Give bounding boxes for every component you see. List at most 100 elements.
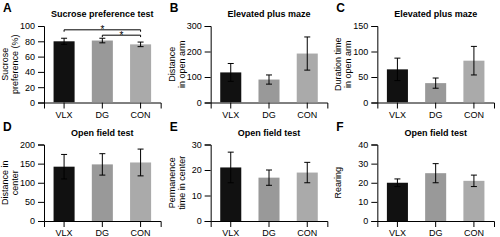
tick-mark — [38, 183, 44, 184]
tick-mark — [205, 26, 211, 27]
panel-label: C — [336, 1, 345, 15]
tick-mark — [230, 103, 231, 109]
tick-label: 50 — [358, 72, 368, 82]
title: Elevated plus maze — [394, 9, 477, 19]
bracket-line — [102, 35, 103, 37]
axis-line — [45, 222, 162, 228]
title: Open field test — [404, 128, 467, 138]
x-axis: VLXDGCON — [45, 221, 162, 237]
error-bar-line — [473, 46, 474, 75]
error-bar — [433, 164, 439, 183]
tick-mark — [435, 103, 436, 109]
panel: 020406080100VLXDGCON**Sucrosepreference … — [0, 1, 161, 120]
tick-label: 30 — [192, 140, 202, 150]
tick-mark — [269, 221, 270, 227]
plot-area: 010203040VLXDGCONRearingOpen field test — [333, 128, 494, 237]
tick-mark — [102, 103, 103, 109]
tick-label: 30 — [358, 159, 368, 169]
error-bar-line — [61, 38, 67, 39]
error-bar-line — [304, 182, 310, 183]
x-axis: VLXDGCON — [211, 221, 328, 237]
tick-label: VLX — [222, 110, 239, 120]
significance-label: * — [120, 30, 124, 41]
tick-mark — [307, 103, 308, 109]
tick-mark — [371, 145, 377, 146]
tick-label: 150 — [353, 21, 368, 31]
marks — [220, 37, 318, 103]
tick: 20 — [25, 83, 44, 93]
tick-mark — [371, 52, 377, 53]
error-bar-line — [473, 175, 474, 186]
tick-label: 200 — [187, 47, 202, 57]
plot-area: 0100200300VLXDGCONDistancein open armEle… — [167, 9, 328, 120]
tick: 100 — [20, 178, 44, 188]
tick: 150 — [20, 159, 44, 169]
y-axis-title-line: Permanence — [167, 157, 177, 208]
x-axis: VLXDGCON — [45, 103, 162, 120]
tick: VLX — [56, 221, 73, 237]
tick: 100 — [187, 72, 211, 82]
tick-label: DG — [429, 110, 443, 120]
tick-label: DG — [262, 228, 276, 237]
tick-mark — [38, 26, 44, 27]
tick-mark — [38, 41, 44, 42]
tick: 300 — [187, 21, 211, 31]
bracket-line — [140, 35, 141, 37]
error-bar-line — [138, 46, 144, 47]
tick-label: 100 — [20, 178, 35, 188]
y-axis-title-line: Sucrose — [0, 48, 10, 81]
y-axis: 0 100 200 300 — [187, 21, 212, 108]
tick-label: 20 — [192, 165, 202, 175]
error-bar-line — [64, 154, 65, 178]
error-bar — [138, 149, 144, 176]
error-bar-line — [266, 74, 272, 75]
error-bar-line — [102, 154, 103, 175]
panel: 0100200300VLXDGCONDistancein open armEle… — [167, 1, 328, 120]
axis-line — [371, 27, 378, 104]
tick: 0 — [30, 98, 44, 108]
error-bar-line — [99, 153, 105, 154]
tick-label: CON — [131, 228, 151, 237]
tick: CON — [131, 103, 151, 120]
tick: 20 — [358, 178, 377, 188]
error-bar-line — [61, 178, 67, 179]
error-bar-line — [307, 37, 308, 70]
tick-mark — [397, 103, 398, 109]
tick-mark — [473, 103, 474, 109]
bracket-line — [64, 30, 65, 32]
tick: 0 — [197, 216, 211, 226]
error-bar-line — [266, 84, 272, 85]
tick-mark — [307, 221, 308, 227]
error-bar-line — [230, 152, 231, 183]
tick-label: DG — [96, 110, 110, 120]
tick-label: 10 — [192, 191, 202, 201]
tick: 0 — [363, 98, 377, 108]
tick-label: VLX — [56, 228, 73, 237]
tick-mark — [102, 221, 103, 227]
tick-label: 100 — [20, 21, 35, 31]
title: Open field test — [71, 128, 134, 138]
title: Elevated plus maze — [227, 9, 310, 19]
error-bar-line — [471, 186, 477, 187]
error-bar-line — [64, 38, 65, 44]
axis-line — [205, 27, 212, 104]
error-bar-line — [435, 164, 436, 183]
error-bar-line — [471, 46, 477, 47]
tick: CON — [297, 221, 317, 237]
tick: 10 — [358, 197, 377, 207]
tick-label: 60 — [25, 52, 35, 62]
tick: 20 — [192, 165, 211, 175]
tick: CON — [464, 221, 484, 237]
axis-line — [211, 222, 328, 228]
tick-label: 0 — [363, 216, 368, 226]
marks — [220, 152, 318, 221]
tick: 0 — [197, 98, 211, 108]
tick: 80 — [25, 37, 44, 47]
error-bar-line — [266, 185, 272, 186]
tick-label: 20 — [358, 178, 368, 188]
tick-mark — [371, 103, 377, 104]
error-bar-line — [471, 175, 477, 176]
tick-mark — [38, 72, 44, 73]
error-bar — [61, 38, 67, 44]
error-bar-line — [61, 154, 67, 155]
